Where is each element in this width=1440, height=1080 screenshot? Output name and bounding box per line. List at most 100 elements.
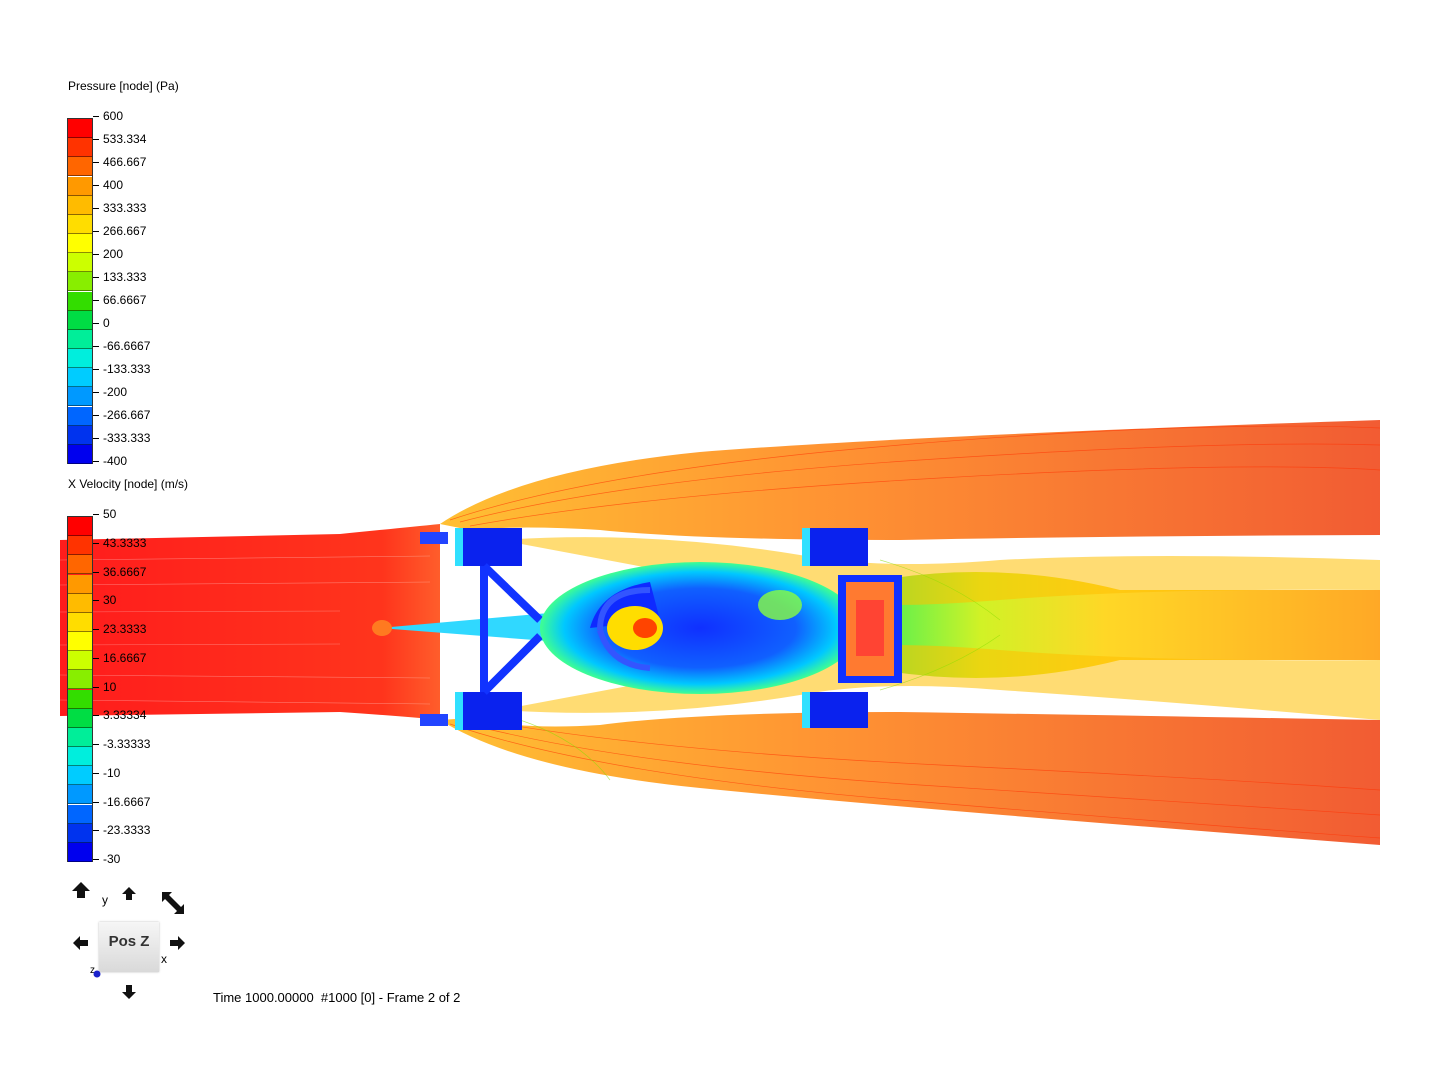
streamlines [59,420,1381,845]
car-model[interactable] [372,528,902,730]
colorbar-tick-label: -23.3333 [103,823,151,838]
time-frame-status: Time 1000.00000 #1000 [0] - Frame 2 of 2 [213,990,461,1005]
colorbar-tick [93,392,99,393]
colorbar-band [68,747,92,767]
colorbar-tick-label: -200 [103,385,128,399]
colorbar-band [68,823,92,843]
colorbar-band [68,291,92,311]
colorbar-tick-label: -66.6667 [103,339,151,353]
colorbar-band [68,387,92,407]
colorbar-band [68,138,92,158]
colorbar-band [68,536,92,556]
colorbar-tick [93,830,99,832]
colorbar-tick-label: 30 [103,593,117,608]
resize-diagonal-icon[interactable] [160,890,186,916]
colorbar-tick-label: -10 [103,765,121,780]
colorbar-band [68,574,92,594]
colorbar-tick [93,185,99,186]
colorbar-tick [93,346,99,347]
colorbar-tick-label: 66.6667 [103,293,147,307]
colorbar-band [68,612,92,632]
colorbar-tick [93,715,99,717]
colorbar-band [68,234,92,254]
colorbar-band [68,272,92,292]
colorbar-band [68,517,92,537]
colorbar-band [68,785,92,805]
colorbar-tick [93,600,99,602]
colorbar-band [68,708,92,728]
colorbar-tick [93,116,99,117]
colorbar-band [68,670,92,690]
colorbar-tick [93,369,99,370]
axis-x-label: x [161,952,167,966]
axis-z-label: z [90,965,95,976]
colorbar-band [68,842,92,862]
colorbar-tick [93,438,99,439]
colorbar-band [68,214,92,234]
colorbar-band [68,195,92,215]
colorbar-band [68,444,92,464]
colorbar-tick [93,208,99,209]
colorbar-tick-label: -3.33333 [103,737,151,751]
pan-up-icon[interactable] [120,886,138,902]
colorbar-tick [93,571,99,573]
colorbar-tick [93,323,99,324]
colorbar-tick-label: 10 [103,679,117,694]
colorbar-tick-label: 36.6667 [103,564,147,579]
colorbar-band [68,804,92,824]
colorbar-band [68,766,92,786]
pan-right-icon[interactable] [168,934,186,952]
colorbar-tick-label: 400 [103,178,124,192]
colorbar-tick-label: 50 [103,507,117,521]
colorbar-tick [93,162,99,163]
colorbar-tick [93,461,99,462]
colorbar-band [68,176,92,196]
colorbar-tick-label: -400 [103,454,128,468]
axis-origin-icon [93,970,101,978]
colorbar-tick-label: 43.3333 [103,535,147,550]
colorbar-tick-label: 0 [103,316,110,330]
colorbar-tick-label: 16.6667 [103,650,147,665]
colorbar-tick-label: -30 [103,852,121,866]
velocity-colorbar [67,516,93,862]
colorbar-tick [93,415,99,416]
pressure-colorbar [67,118,93,464]
colorbar-tick [93,686,99,688]
rotate-up-icon[interactable] [70,880,92,900]
colorbar-band [68,329,92,349]
colorbar-tick-label: -333.333 [103,431,151,445]
colorbar-band [68,157,92,177]
colorbar-tick [93,542,99,544]
colorbar-band [68,349,92,369]
colorbar-band [68,632,92,652]
pressure-legend-title: Pressure [node] (Pa) [68,79,179,93]
colorbar-band [68,593,92,613]
colorbar-tick-label: 533.334 [103,132,147,146]
colorbar-tick-label: 200 [103,247,124,261]
colorbar-tick-label: -133.333 [103,362,151,376]
colorbar-tick [93,139,99,140]
colorbar-tick-label: 133.333 [103,270,147,284]
velocity-legend-title: X Velocity [node] (m/s) [68,477,189,491]
colorbar-tick [93,254,99,255]
colorbar-tick [93,300,99,301]
colorbar-tick-label: -266.667 [103,408,151,422]
pan-left-icon[interactable] [72,934,90,952]
colorbar-band [68,119,92,139]
colorbar-tick-label: 3.33334 [103,708,147,723]
pan-down-icon[interactable] [120,982,138,1000]
colorbar-tick-label: 466.667 [103,155,147,169]
colorbar-tick-label: 600 [103,109,124,123]
colorbar-tick [93,801,99,803]
colorbar-band [68,727,92,747]
colorbar-tick [93,277,99,278]
colorbar-band [68,368,92,388]
colorbar-tick [93,657,99,659]
colorbar-band [68,555,92,575]
colorbar-tick [93,514,99,515]
colorbar-band [68,689,92,709]
colorbar-tick [93,629,99,630]
colorbar-tick-label: -16.6667 [103,794,151,809]
view-cube-face[interactable]: Pos Z [99,922,159,972]
